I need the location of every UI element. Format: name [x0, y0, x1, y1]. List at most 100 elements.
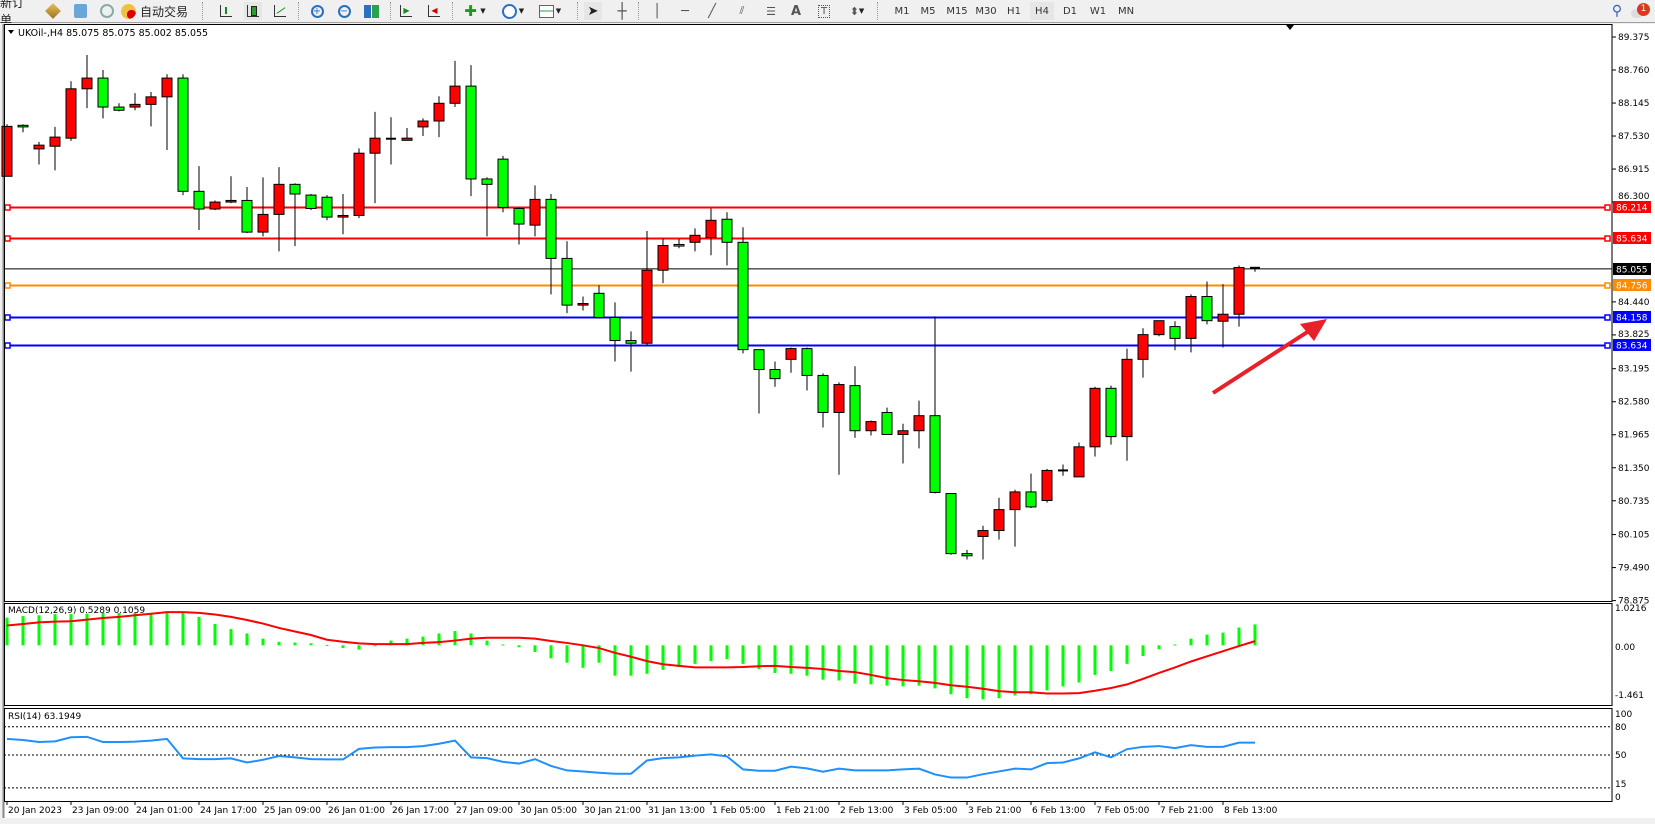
candle-body	[929, 415, 941, 493]
candle	[769, 361, 781, 387]
candlestick-button[interactable]	[244, 2, 262, 20]
level-handle-icon[interactable]	[1604, 204, 1611, 211]
macd-histogram-bar	[69, 614, 73, 646]
line-chart-button[interactable]	[271, 2, 289, 20]
macd-histogram-bar	[181, 612, 185, 646]
level-handle-icon[interactable]	[4, 314, 11, 321]
candle-body	[49, 136, 61, 147]
price-axis-label: 89.375	[1618, 33, 1650, 43]
dropdown-triangle-icon[interactable]	[8, 30, 14, 34]
macd-axis-label: 1.0216	[1615, 604, 1647, 614]
candle-body	[1041, 469, 1053, 501]
timeframe-d1-button[interactable]: D1	[1062, 5, 1078, 17]
price-axis[interactable]	[1613, 24, 1655, 801]
level-handle-icon[interactable]	[4, 204, 11, 211]
bar-chart-button[interactable]	[217, 2, 235, 20]
timeframe-m1-button[interactable]: M1	[894, 5, 910, 17]
level-handle-icon[interactable]	[1604, 314, 1611, 321]
macd-histogram-bar	[629, 645, 633, 676]
panel-frame	[4, 24, 1613, 602]
level-handle-icon[interactable]	[1604, 235, 1611, 242]
text-label-icon: T	[817, 4, 831, 18]
timeframe-h1-button[interactable]: H1	[1007, 5, 1021, 17]
text-icon: A	[790, 3, 802, 19]
macd-panel	[5, 611, 1257, 700]
templates-button[interactable]: ▼	[535, 2, 565, 20]
macd-histogram-bar	[773, 645, 777, 673]
candle	[977, 525, 989, 560]
candle	[241, 187, 253, 234]
macd-histogram-bar	[581, 645, 585, 668]
level-handle-icon[interactable]	[1604, 342, 1611, 349]
macd-histogram-bar	[421, 636, 425, 646]
timeframe-m5-button[interactable]: M5	[920, 5, 936, 17]
candle-body	[657, 245, 669, 271]
level-handle-icon[interactable]	[4, 235, 11, 242]
chart-header-text: UKOil-,H4 85.075 85.075 85.002 85.055	[18, 28, 208, 39]
crosshair-button[interactable]: ┼	[613, 2, 631, 20]
price-axis-label: 80.105	[1618, 531, 1650, 541]
candle-body	[609, 316, 621, 342]
chart-shift-marker-icon[interactable]	[1286, 25, 1294, 30]
candle-body	[769, 369, 781, 380]
timeframe-h4-button[interactable]: H4	[1030, 2, 1054, 20]
arrows-button[interactable]: ⬍ ▼	[849, 4, 865, 18]
candle-body	[209, 201, 221, 210]
zoom-in-button[interactable]: +	[308, 2, 326, 20]
auto-trading-button[interactable]: 自动交易	[121, 2, 201, 20]
candle	[321, 195, 333, 221]
macd-histogram-bar	[693, 645, 697, 664]
horizontal-line-button[interactable]: ─	[676, 2, 694, 20]
fibonacci-button[interactable]: ☰	[762, 2, 780, 20]
macd-histogram-bar	[1061, 645, 1065, 687]
candle-body	[113, 106, 125, 111]
cursor-button[interactable]: ➤	[584, 2, 602, 20]
candle-body	[913, 415, 925, 432]
zoom-out-icon: −	[337, 4, 351, 18]
candle-body	[705, 219, 717, 238]
level-handle-icon[interactable]	[4, 282, 11, 289]
signals-button[interactable]	[98, 2, 116, 20]
arrow-shaft[interactable]	[1211, 327, 1314, 395]
macd-histogram-bar	[885, 645, 889, 686]
arrow-head-icon[interactable]	[1300, 319, 1327, 341]
candle-body	[993, 509, 1005, 532]
candle	[1233, 265, 1245, 327]
tile-windows-button[interactable]	[362, 2, 380, 20]
chart-shift-button[interactable]: ◀	[425, 2, 443, 20]
search-button[interactable]: ⚲	[1608, 2, 1626, 20]
candle	[1201, 281, 1213, 325]
vertical-line-button[interactable]: │	[648, 2, 666, 20]
equidistant-channel-button[interactable]: ⫽	[733, 2, 751, 20]
timeframe-m30-button[interactable]: M30	[975, 5, 997, 17]
text-button[interactable]: A	[787, 2, 805, 20]
time-axis[interactable]	[4, 801, 1655, 818]
chart-canvas[interactable]	[4, 24, 1612, 801]
data-window-button[interactable]	[71, 2, 89, 20]
level-price-label: 84.158	[1616, 314, 1648, 324]
trendline-button[interactable]: ╱	[703, 2, 721, 20]
macd-histogram-bar	[5, 617, 9, 646]
notifications-button[interactable]: 1	[1630, 2, 1652, 20]
candle-body	[1073, 446, 1085, 478]
indicators-button[interactable]: ✚ ▼	[464, 2, 486, 20]
macd-histogram-bar	[757, 645, 761, 669]
macd-histogram-bar	[437, 633, 441, 646]
level-handle-icon[interactable]	[1604, 282, 1611, 289]
timeframe-w1-button[interactable]: W1	[1089, 5, 1107, 17]
timeframe-m15-button[interactable]: M15	[946, 5, 968, 17]
candle-body	[1153, 320, 1165, 336]
candle	[513, 207, 525, 245]
level-handle-icon[interactable]	[4, 342, 11, 349]
text-label-button[interactable]: T	[815, 2, 833, 20]
auto-scroll-button[interactable]: ▶	[397, 2, 415, 20]
chart-shift-icon: ◀	[428, 5, 440, 17]
zoom-out-button[interactable]: −	[335, 2, 353, 20]
periods-button[interactable]: ▼	[498, 2, 528, 20]
crosshair-icon: ┼	[617, 2, 627, 20]
candle	[1058, 464, 1068, 476]
timeframe-mn-button[interactable]: MN	[1117, 5, 1135, 17]
annotation-arrow[interactable]	[1211, 319, 1327, 395]
time-axis-label: 1 Feb 05:00	[712, 806, 766, 816]
